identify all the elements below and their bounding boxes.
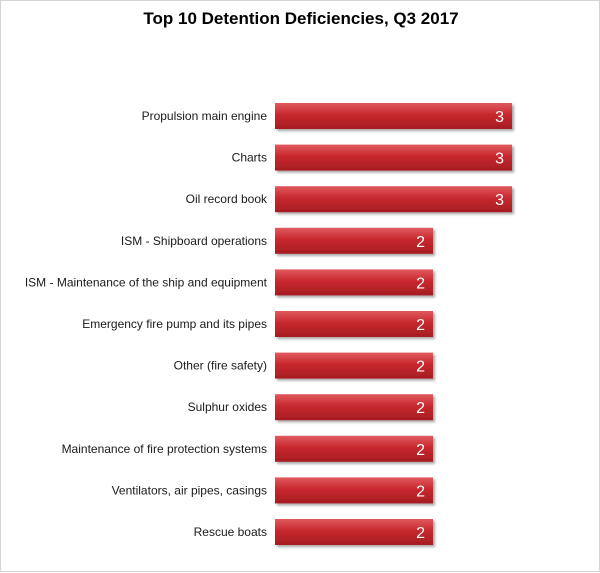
value-label: 2 [416, 442, 425, 459]
value-label: 2 [416, 275, 425, 292]
category-label: Emergency fire pump and its pipes [82, 317, 267, 331]
value-label: 2 [416, 234, 425, 251]
category-label: Propulsion main engine [142, 109, 268, 123]
category-label: ISM - Maintenance of the ship and equipm… [25, 275, 268, 289]
bar-9 [275, 435, 433, 462]
value-label: 3 [495, 151, 504, 168]
bar-3 [275, 186, 512, 213]
category-label: Other (fire safety) [174, 359, 267, 373]
value-label: 3 [495, 192, 504, 209]
chart-title: Top 10 Detention Deficiencies, Q3 2017 [143, 9, 459, 28]
value-label: 3 [495, 109, 504, 126]
bar-2 [275, 144, 512, 171]
bar-4 [275, 227, 433, 254]
category-label: Maintenance of fire protection systems [62, 442, 267, 456]
bar-10 [275, 477, 433, 504]
bar-8 [275, 394, 433, 421]
category-label: Oil record book [186, 192, 268, 206]
category-label: Sulphur oxides [188, 400, 267, 414]
category-label: Rescue boats [194, 525, 267, 539]
category-label: Charts [232, 151, 267, 165]
category-label: Ventilators, air pipes, casings [112, 483, 267, 497]
bar-6 [275, 311, 433, 337]
value-label: 2 [416, 483, 425, 500]
category-label: ISM - Shipboard operations [121, 234, 267, 248]
bar-1 [275, 103, 512, 129]
bar-5 [275, 269, 433, 296]
bar-11 [275, 519, 433, 545]
value-label: 2 [416, 317, 425, 334]
bar-7 [275, 352, 433, 379]
value-label: 2 [416, 400, 425, 417]
value-label: 2 [416, 525, 425, 542]
value-label: 2 [416, 359, 425, 376]
bars-layer: Propulsion main engine 3 Charts 3 Oil record… [25, 103, 512, 545]
